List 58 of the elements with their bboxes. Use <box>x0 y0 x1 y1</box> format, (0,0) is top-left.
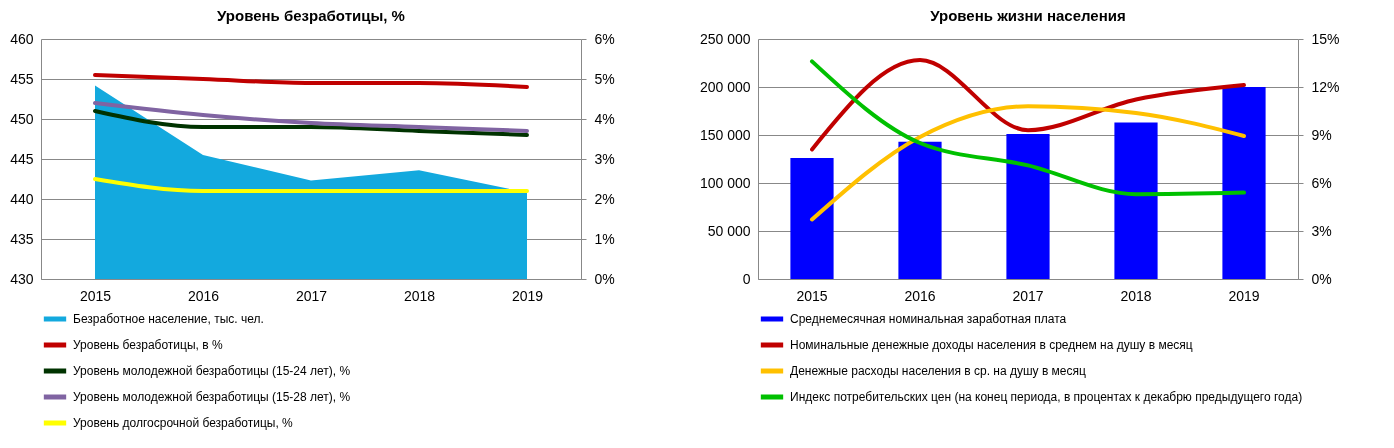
x-tick-label: 2017 <box>1012 287 1044 304</box>
y2-tick-label: 0% <box>1311 270 1332 287</box>
y-tick-label: 150 000 <box>699 126 751 143</box>
legend-label: Среднемесячная номинальная заработная плата <box>790 312 1067 326</box>
y2-tick-label: 6% <box>1311 174 1332 191</box>
y2-tick-label: 12% <box>1311 78 1340 95</box>
x-tick-label: 2015 <box>796 287 828 304</box>
y2-tick-label: 2% <box>594 190 615 207</box>
x-tick-label: 2016 <box>904 287 936 304</box>
legend-label: Уровень молодежной безработицы (15-24 лет), % <box>73 364 351 378</box>
legend-label: Уровень молодежной безработицы (15-28 лет), % <box>73 390 351 404</box>
chart-title: Уровень безработицы, % <box>217 7 405 24</box>
y2-tick-label: 1% <box>594 230 615 247</box>
line-series <box>93 73 529 89</box>
x-tick-label: 2016 <box>187 287 220 304</box>
y2-tick-label: 5% <box>594 70 615 87</box>
y-tick-label: 445 <box>10 150 34 167</box>
line-series <box>810 58 1246 152</box>
x-tick-label: 2019 <box>511 287 544 304</box>
x-tick-label: 2017 <box>295 287 328 304</box>
x-tick-label: 2019 <box>1228 287 1260 304</box>
y-tick-label: 50 000 <box>707 222 751 239</box>
y-tick-label: 460 <box>10 30 34 47</box>
y-tick-label: 450 <box>10 110 34 127</box>
bar <box>790 158 834 279</box>
legend-label: Номинальные денежные доходы населения в среднем на душу в месяц <box>790 338 1193 352</box>
y2-tick-label: 4% <box>594 110 615 127</box>
bar <box>1222 87 1266 279</box>
legend-label: Уровень долгосрочной безработицы, % <box>73 416 294 430</box>
legend-label: Безработное население, тыс. чел. <box>73 312 264 326</box>
line-series <box>93 101 529 133</box>
line-series <box>93 109 529 137</box>
y2-tick-label: 0% <box>594 270 615 287</box>
y2-tick-label: 6% <box>594 30 615 47</box>
y-tick-label: 455 <box>10 70 34 87</box>
chart-title: Уровень жизни населения <box>930 7 1126 24</box>
line-series <box>810 59 1246 197</box>
legend-label: Индекс потребительских цен (на конец периода, в процентах к декабрю предыдущего года) <box>790 390 1303 404</box>
y-tick-label: 430 <box>10 270 34 287</box>
y-tick-label: 250 000 <box>699 30 751 47</box>
legend-label: Денежные расходы населения в ср. на душу в месяц <box>790 364 1087 378</box>
y2-tick-label: 15% <box>1311 30 1340 47</box>
line-series <box>810 104 1246 222</box>
y-tick-label: 200 000 <box>699 78 751 95</box>
y-tick-label: 100 000 <box>699 174 751 191</box>
y-tick-label: 0 <box>742 270 751 287</box>
x-tick-label: 2018 <box>1120 287 1152 304</box>
x-tick-label: 2018 <box>403 287 436 304</box>
y2-tick-label: 9% <box>1311 126 1332 143</box>
y2-tick-label: 3% <box>594 150 615 167</box>
y-tick-label: 435 <box>10 230 34 247</box>
legend-label: Уровень безработицы, в % <box>73 338 223 352</box>
bar <box>1114 122 1158 279</box>
bar <box>1006 134 1050 279</box>
y2-tick-label: 3% <box>1311 222 1332 239</box>
bar <box>898 141 942 279</box>
y-tick-label: 440 <box>10 190 34 207</box>
x-tick-label: 2015 <box>79 287 112 304</box>
